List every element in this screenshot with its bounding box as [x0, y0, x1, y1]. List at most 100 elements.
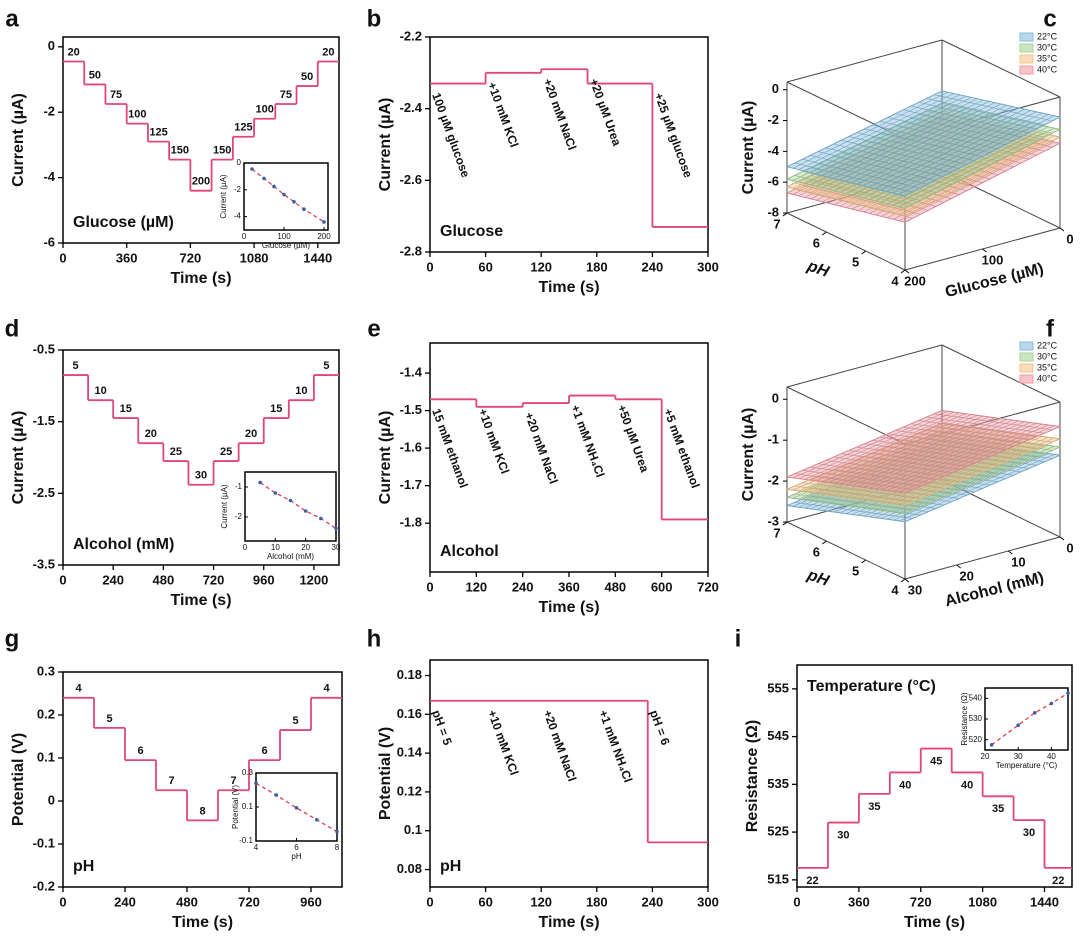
panel-letter: b — [367, 5, 382, 32]
plot-frame — [62, 349, 340, 566]
box-edge — [941, 344, 1061, 403]
inset-y-tick-label: 520 — [969, 735, 983, 744]
step-label: 30 — [837, 829, 849, 841]
step-label: 30 — [1023, 827, 1035, 839]
x-tick-label: 720 — [180, 250, 202, 265]
step-label: 20 — [322, 46, 334, 58]
event-label: +50 µM Urea — [615, 403, 652, 474]
x-tick-label: 180 — [586, 894, 608, 909]
step-label: 75 — [280, 89, 292, 101]
inset-x-label: Glucose (µM) — [262, 241, 311, 250]
surface-mesh — [816, 414, 972, 482]
step-label: 5 — [72, 360, 78, 372]
inset-point — [292, 200, 296, 204]
x-tick — [1059, 227, 1065, 232]
surface-mesh — [825, 159, 944, 189]
inset-x-tick-label: 40 — [1047, 752, 1056, 761]
surface-mesh — [786, 505, 906, 523]
legend-label: 35°C — [1037, 53, 1058, 63]
x-tick — [904, 578, 910, 583]
x-tick-label: 600 — [651, 579, 673, 594]
surface-mesh — [941, 102, 1061, 130]
surface-mesh — [792, 104, 949, 181]
surface-mesh — [828, 99, 984, 178]
surface-mesh — [841, 473, 960, 491]
y-tick-label: 0.1 — [404, 822, 422, 837]
inset-point — [254, 781, 258, 785]
inset-point — [294, 806, 299, 810]
surface-mesh — [834, 428, 990, 496]
panel-letter: i — [735, 625, 742, 652]
y-tick-label: -2.8 — [400, 243, 422, 258]
y-tick-label: 6 — [813, 235, 820, 250]
box-edge — [786, 344, 943, 388]
surface-mesh — [825, 147, 944, 177]
inset-point — [319, 516, 323, 521]
surface-mesh — [810, 487, 929, 504]
x-tick-label: 300 — [697, 259, 719, 274]
z-tick-label: 0 — [772, 391, 779, 406]
surface-mesh — [794, 485, 913, 503]
z-axis-label: Current (µA) — [740, 101, 757, 195]
y-tick — [900, 578, 906, 583]
x-tick-label: 0 — [426, 259, 433, 274]
event-label: +1 mM NH₄Cl — [596, 708, 635, 784]
step-label: 15 — [120, 403, 132, 415]
y-tick-label: 0 — [48, 792, 55, 807]
inset-y-tick-label: -0.1 — [239, 836, 253, 845]
inset-point — [302, 207, 306, 212]
box-edge — [786, 212, 906, 271]
x-tick-label: 0 — [426, 894, 433, 909]
z-tick-label: -6 — [767, 174, 779, 189]
plot-frame — [796, 664, 1073, 888]
y-tick-label: 0.18 — [397, 667, 422, 682]
inset-x-tick-label: 30 — [332, 543, 341, 552]
x-tick-label: 120 — [530, 259, 552, 274]
z-tick-label: -4 — [767, 143, 779, 158]
x-tick-label: 480 — [604, 579, 626, 594]
plot-frame — [429, 36, 709, 253]
x-tick-label: 30 — [908, 582, 922, 597]
step-label: 22 — [806, 875, 818, 887]
surface-mesh — [828, 415, 984, 483]
inset-y-tick-label: 0.3 — [242, 768, 254, 777]
surface-mesh — [810, 155, 929, 185]
inset-x-tick-label: 4 — [254, 843, 259, 852]
x-tick-label: 0 — [59, 894, 66, 909]
surface-mesh — [817, 171, 937, 201]
event-label: +20 mM NaCl — [540, 708, 579, 783]
y-axis-label: Current (µA) — [10, 93, 27, 187]
inset-point — [273, 491, 278, 495]
y-tick-label: -1.7 — [400, 477, 422, 492]
x-tick-label: 1080 — [240, 250, 269, 265]
step-label: 10 — [95, 385, 107, 397]
event-label: +10 mM KCl — [485, 708, 522, 777]
surface-mesh — [834, 101, 990, 179]
event-label: +10 mM KCl — [476, 407, 513, 476]
panel-letter: h — [367, 625, 382, 652]
surface-mesh — [845, 418, 1002, 486]
y-tick-label: 4 — [891, 273, 899, 288]
step-label: 7 — [168, 775, 174, 787]
annotation: Alcohol (mM) — [73, 536, 174, 553]
x-tick — [1008, 550, 1013, 555]
inset-point — [274, 793, 279, 797]
z-tick-label: 0 — [772, 81, 779, 96]
inset-point — [1049, 701, 1054, 706]
y-axis-label: pH — [804, 566, 831, 590]
surface-mesh — [841, 152, 960, 181]
inset-point — [303, 509, 308, 513]
legend-swatch — [1019, 363, 1034, 373]
step-label: 125 — [234, 122, 252, 134]
surface-mesh — [839, 102, 996, 181]
surface-mesh — [810, 108, 966, 186]
x-tick — [904, 269, 910, 274]
surface-mesh — [810, 425, 966, 493]
x-tick-label: 240 — [642, 259, 664, 274]
inset-y-tick-label: -2 — [234, 185, 242, 194]
x-tick-label: 20 — [959, 568, 973, 583]
x-tick-label: 720 — [203, 572, 225, 587]
inset-y-label: Current (µA) — [219, 174, 228, 219]
surface-mesh — [794, 175, 913, 205]
y-axis-label: Current (µA) — [377, 411, 394, 505]
